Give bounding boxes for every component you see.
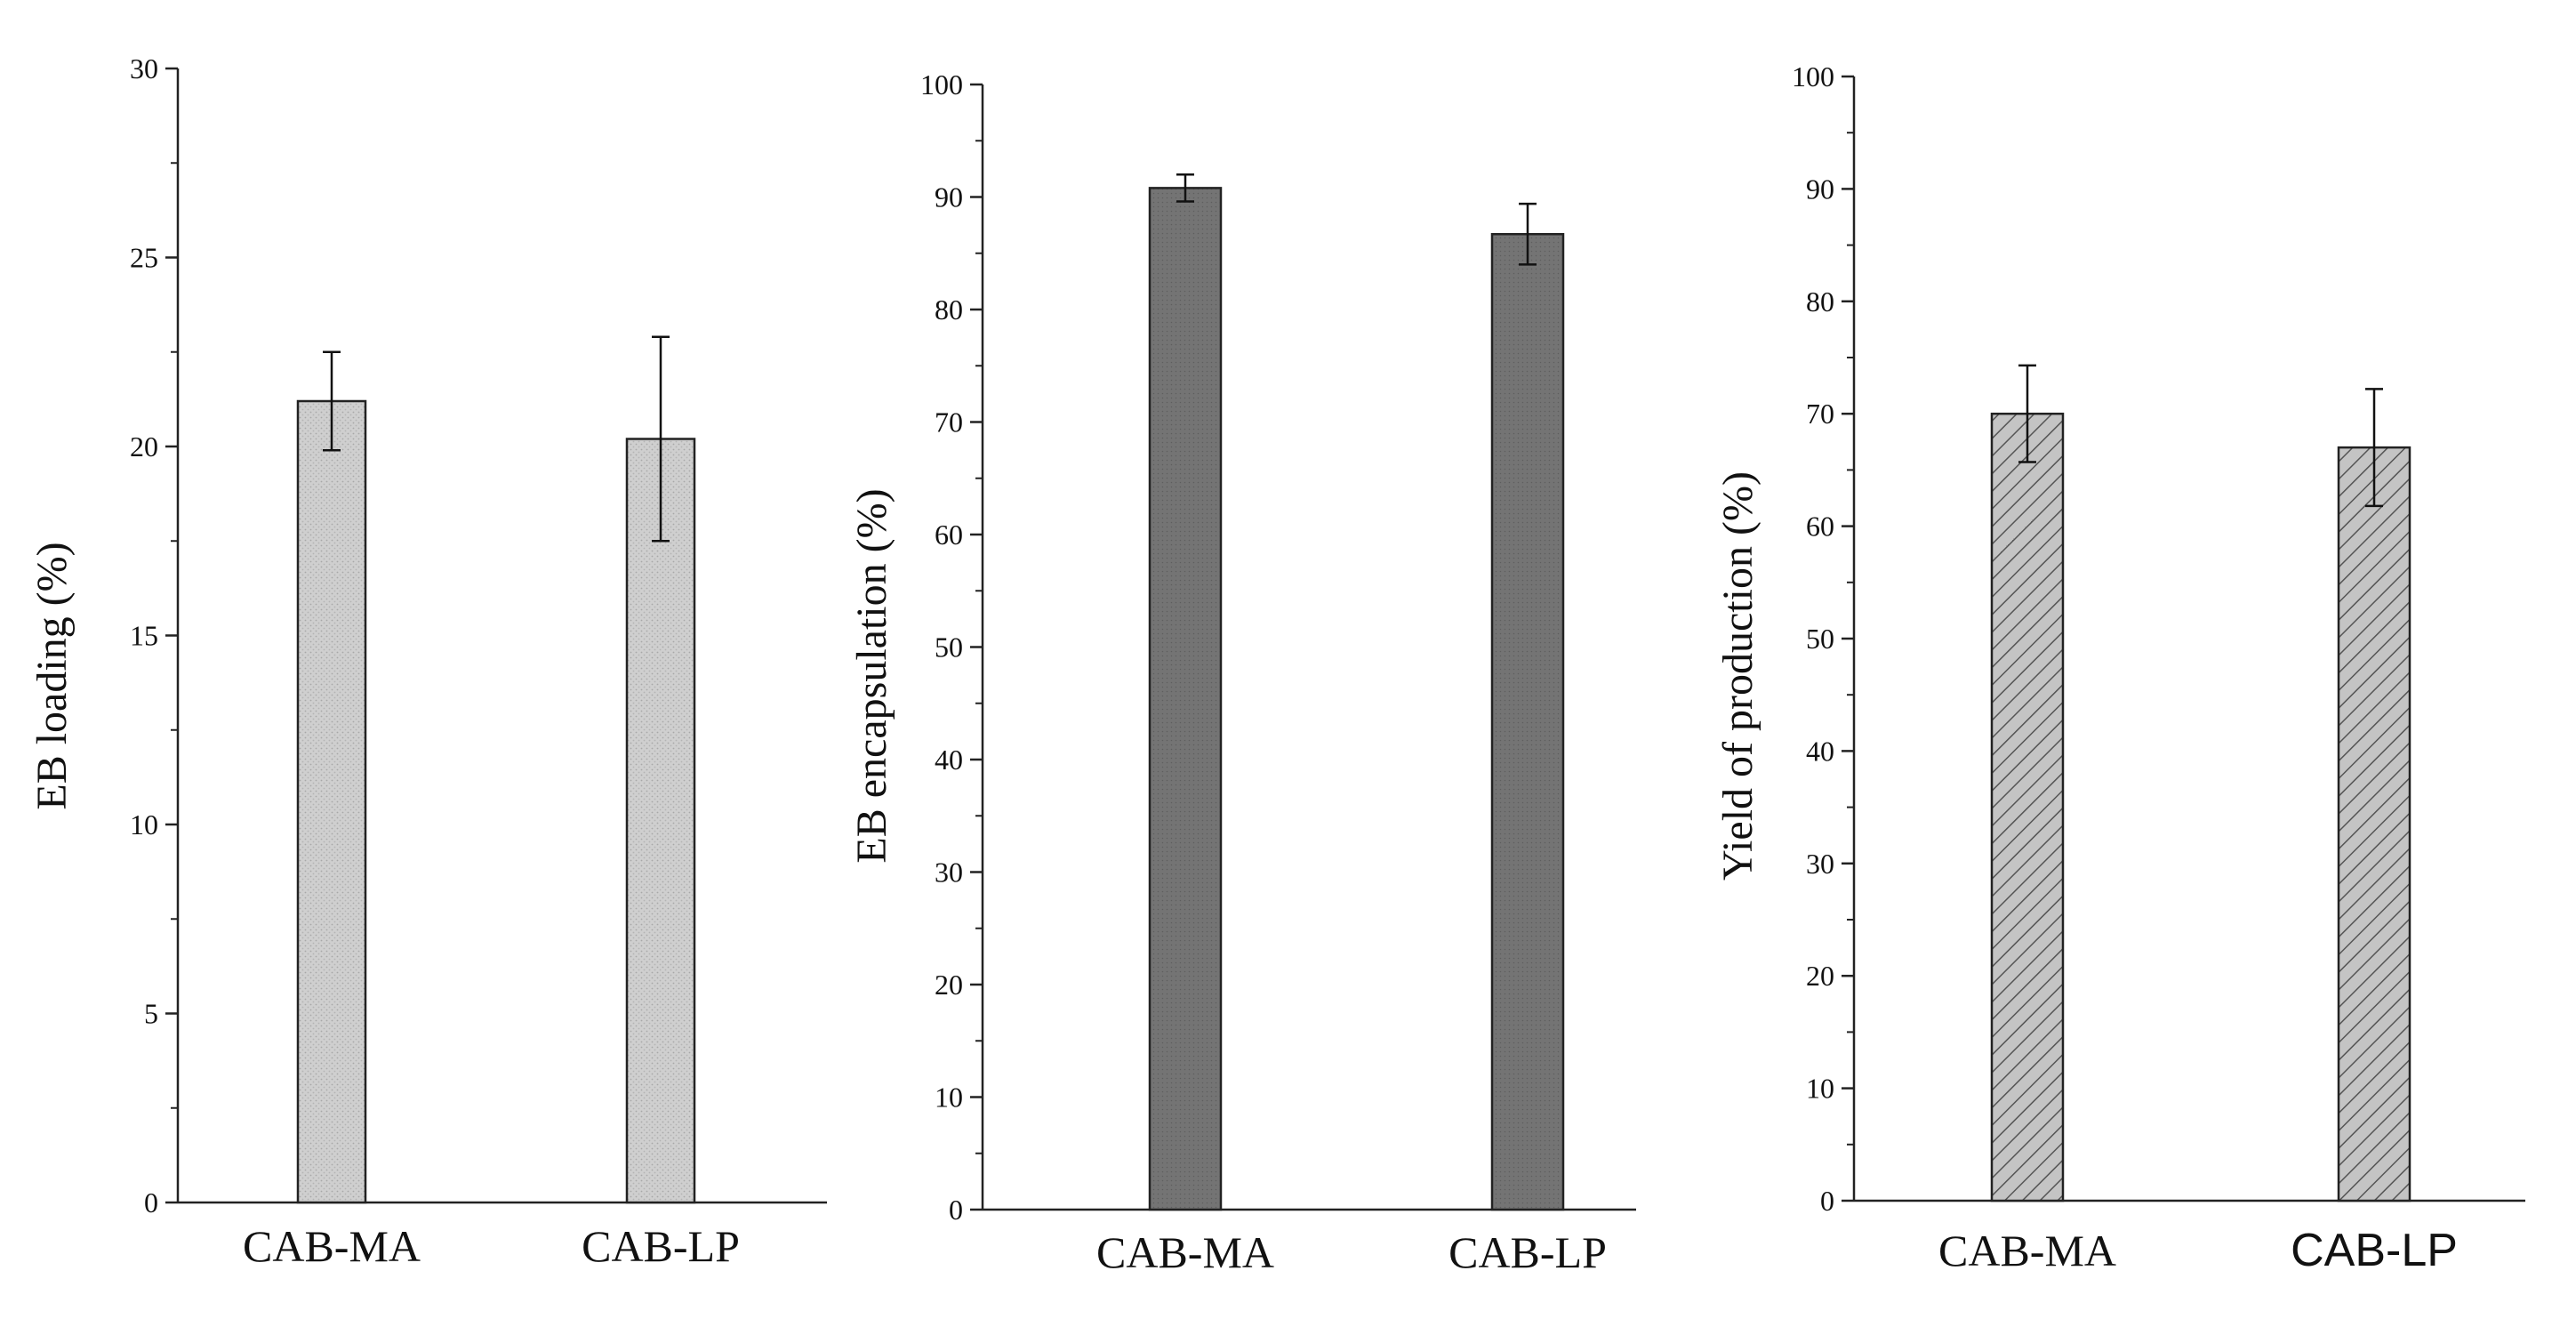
y-tick-label: 10 <box>130 808 158 840</box>
y-tick-label: 10 <box>935 1082 963 1114</box>
y-tick-label: 90 <box>935 181 963 213</box>
y-tick-label: 30 <box>130 52 158 84</box>
y-tick-label: 5 <box>144 998 158 1030</box>
bar-cab-ma <box>1148 187 1223 1211</box>
y-tick-label: 0 <box>144 1186 158 1218</box>
chart-panel-left: 0 5 10 15 20 25 30 EB loading (%) CAB-MA CAB-LP <box>28 52 827 1271</box>
y-tick-label: 100 <box>1792 60 1834 92</box>
y-tick-label: 30 <box>1806 848 1834 880</box>
category-label-cab-ma: CAB-MA <box>1938 1226 2116 1275</box>
y-axis-label: EB encapsulation (%) <box>848 488 895 863</box>
category-label-cab-lp: CAB-LP <box>2291 1225 2458 1276</box>
category-label-cab-lp: CAB-LP <box>1448 1227 1607 1277</box>
category-label-cab-ma: CAB-MA <box>1096 1227 1274 1277</box>
y-tick-label: 10 <box>1806 1073 1834 1105</box>
y-axis-label: EB loading (%) <box>28 542 76 809</box>
category-label-cab-lp: CAB-LP <box>582 1221 740 1271</box>
y-tick-label: 0 <box>949 1194 963 1226</box>
bar-cab-lp <box>625 438 696 1204</box>
y-axis-label: Yield of production (%) <box>1714 471 1761 881</box>
bar-cab-lp <box>2337 446 2411 1202</box>
chart-panel-right: 0 10 20 30 40 50 60 70 80 90 100 Yield of productio… <box>1714 60 2525 1276</box>
y-tick-label: 20 <box>130 430 158 462</box>
y-tick-label: 90 <box>1806 173 1834 205</box>
bar-cab-ma <box>296 399 367 1204</box>
bar-cab-ma <box>1990 412 2065 1202</box>
y-tick-label: 50 <box>1806 623 1834 655</box>
y-tick-label: 60 <box>1806 511 1834 543</box>
y-tick-label: 0 <box>1820 1185 1834 1217</box>
y-tick-label: 50 <box>935 631 963 664</box>
y-tick-label: 40 <box>1806 735 1834 767</box>
bar-cab-lp <box>1490 232 1565 1211</box>
y-tick-label: 80 <box>1806 286 1834 318</box>
category-label-cab-ma: CAB-MA <box>243 1221 421 1271</box>
y-tick-label: 100 <box>920 68 963 101</box>
y-tick-label: 20 <box>1806 960 1834 992</box>
y-tick-label: 60 <box>935 519 963 551</box>
y-tick-label: 25 <box>130 242 158 274</box>
y-tick-label: 40 <box>935 744 963 776</box>
y-tick-label: 30 <box>935 857 963 889</box>
y-tick-label: 15 <box>130 620 158 652</box>
y-tick-label: 80 <box>935 294 963 326</box>
y-tick-label: 70 <box>935 406 963 438</box>
y-tick-label: 70 <box>1806 398 1834 430</box>
chart-panel-middle: 0 10 20 30 40 50 60 70 80 90 100 EB encapsulation (… <box>848 68 1636 1277</box>
y-tick-label: 20 <box>935 969 963 1001</box>
